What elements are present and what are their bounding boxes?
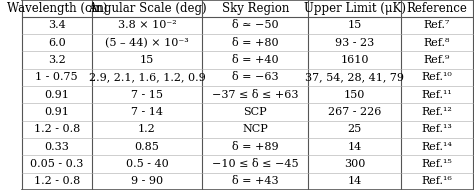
Text: Ref.⁹: Ref.⁹ bbox=[424, 55, 450, 65]
Text: Angular Scale (deg): Angular Scale (deg) bbox=[88, 2, 206, 15]
Text: δ = +40: δ = +40 bbox=[232, 55, 279, 65]
Text: Ref.⁷: Ref.⁷ bbox=[424, 20, 450, 30]
Text: Ref.¹¹: Ref.¹¹ bbox=[421, 90, 452, 100]
Text: 150: 150 bbox=[344, 90, 365, 100]
Text: 15: 15 bbox=[140, 55, 154, 65]
Text: Ref.¹²: Ref.¹² bbox=[421, 107, 452, 117]
Text: 14: 14 bbox=[347, 176, 362, 186]
Text: 1.2 - 0.8: 1.2 - 0.8 bbox=[34, 176, 80, 186]
Text: δ = +80: δ = +80 bbox=[232, 38, 279, 48]
Text: 300: 300 bbox=[344, 159, 365, 169]
Text: δ = +89: δ = +89 bbox=[232, 142, 279, 152]
Text: 7 - 14: 7 - 14 bbox=[131, 107, 163, 117]
Text: −37 ≤ δ ≤ +63: −37 ≤ δ ≤ +63 bbox=[212, 90, 299, 100]
Text: 2.9, 2.1, 1.6, 1.2, 0.9: 2.9, 2.1, 1.6, 1.2, 0.9 bbox=[89, 72, 205, 82]
Text: 93 - 23: 93 - 23 bbox=[335, 38, 374, 48]
Text: 1.2: 1.2 bbox=[138, 124, 156, 134]
Text: 7 - 15: 7 - 15 bbox=[131, 90, 163, 100]
Text: 37, 54, 28, 41, 79: 37, 54, 28, 41, 79 bbox=[305, 72, 404, 82]
Text: Ref.¹⁴: Ref.¹⁴ bbox=[421, 142, 452, 152]
Text: δ = +43: δ = +43 bbox=[232, 176, 279, 186]
Text: 0.05 - 0.3: 0.05 - 0.3 bbox=[30, 159, 83, 169]
Text: 15: 15 bbox=[347, 20, 362, 30]
Text: 14: 14 bbox=[347, 142, 362, 152]
Text: (5 – 44) × 10⁻³: (5 – 44) × 10⁻³ bbox=[105, 37, 189, 48]
Text: Ref.¹⁵: Ref.¹⁵ bbox=[421, 159, 452, 169]
Text: 0.5 - 40: 0.5 - 40 bbox=[126, 159, 168, 169]
Text: Ref.¹⁰: Ref.¹⁰ bbox=[421, 72, 452, 82]
Text: 25: 25 bbox=[347, 124, 362, 134]
Text: SCP: SCP bbox=[244, 107, 267, 117]
Text: −10 ≤ δ ≤ −45: −10 ≤ δ ≤ −45 bbox=[212, 159, 299, 169]
Text: 267 - 226: 267 - 226 bbox=[328, 107, 381, 117]
Text: 0.33: 0.33 bbox=[44, 142, 69, 152]
Text: 0.85: 0.85 bbox=[135, 142, 159, 152]
Text: 0.91: 0.91 bbox=[44, 107, 69, 117]
Text: 3.8 × 10⁻²: 3.8 × 10⁻² bbox=[118, 20, 176, 30]
Text: 3.4: 3.4 bbox=[48, 20, 65, 30]
Text: 9 - 90: 9 - 90 bbox=[131, 176, 163, 186]
Text: δ ≃ −50: δ ≃ −50 bbox=[232, 20, 279, 30]
Text: 1610: 1610 bbox=[340, 55, 369, 65]
Text: 1.2 - 0.8: 1.2 - 0.8 bbox=[34, 124, 80, 134]
Text: 3.2: 3.2 bbox=[48, 55, 65, 65]
Text: Sky Region: Sky Region bbox=[221, 2, 289, 15]
Text: Reference: Reference bbox=[406, 2, 467, 15]
Text: 0.91: 0.91 bbox=[44, 90, 69, 100]
Text: 6.0: 6.0 bbox=[48, 38, 65, 48]
Text: δ = −63: δ = −63 bbox=[232, 72, 279, 82]
Text: Ref.¹⁶: Ref.¹⁶ bbox=[421, 176, 452, 186]
Text: Upper Limit (μK): Upper Limit (μK) bbox=[303, 2, 405, 15]
Text: Ref.¹³: Ref.¹³ bbox=[421, 124, 452, 134]
Text: 1 - 0.75: 1 - 0.75 bbox=[36, 72, 78, 82]
Text: Wavelength (cm): Wavelength (cm) bbox=[7, 2, 107, 15]
Text: Ref.⁸: Ref.⁸ bbox=[424, 38, 450, 48]
Text: NCP: NCP bbox=[242, 124, 268, 134]
